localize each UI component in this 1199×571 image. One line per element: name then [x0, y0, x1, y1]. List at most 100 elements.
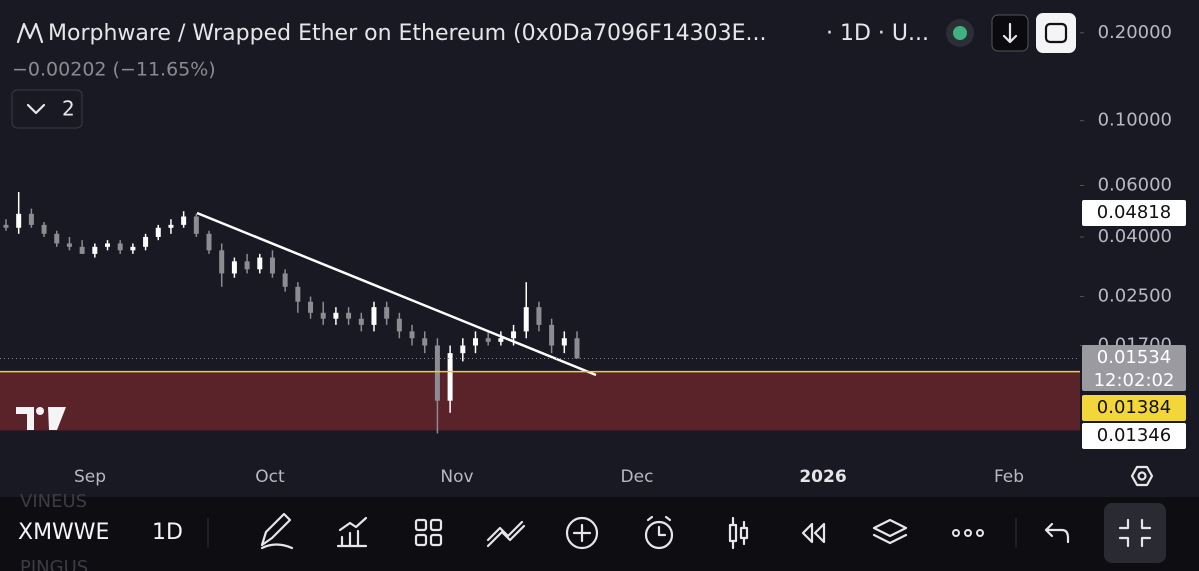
trendline [196, 211, 597, 377]
candle-body [79, 246, 85, 254]
bottom-toolbar [0, 497, 1199, 571]
x-axis-label: Oct [255, 467, 285, 487]
candle-body [523, 307, 529, 332]
price-label-box [1082, 423, 1186, 449]
add-icon[interactable] [565, 516, 599, 550]
candle-body [181, 216, 187, 225]
more-icon[interactable] [952, 529, 984, 537]
collapse-button[interactable] [1104, 503, 1166, 563]
candle-body [41, 224, 47, 234]
y-tick-label: 0.06000 [1098, 175, 1172, 196]
candle-body [371, 307, 377, 325]
candle-body [511, 331, 517, 339]
price-label-box [1082, 345, 1186, 391]
x-axis-label: Nov [440, 467, 473, 487]
logo-icon [16, 22, 44, 44]
candle-body [536, 307, 542, 325]
x-axis-label: 2026 [799, 467, 846, 487]
candle-body [244, 261, 250, 270]
candle-body [333, 312, 339, 319]
candle-body [282, 273, 288, 287]
indicators-toggle[interactable] [11, 89, 83, 129]
candle-body [130, 246, 136, 251]
candle-body [320, 312, 326, 319]
tv-logo [16, 407, 66, 430]
candle-body [66, 243, 72, 247]
candle-body [422, 338, 428, 346]
y-tick-label: 0.02500 [1098, 286, 1172, 307]
candle-body [561, 338, 567, 346]
candle-body [460, 345, 466, 354]
candle-body [143, 236, 149, 247]
layers-icon[interactable] [872, 518, 908, 545]
status-dot [953, 26, 967, 40]
candle-body [231, 261, 237, 274]
candle-body [168, 224, 174, 228]
candle-body [269, 257, 275, 274]
y-tick-label: 0.10000 [1098, 110, 1172, 131]
candle-body [105, 243, 111, 247]
candle-body [155, 227, 161, 237]
ghost-watchlist-item: PINGUS [20, 557, 88, 571]
y-tick-label: 0.20000 [1098, 22, 1172, 43]
candle-body [498, 338, 504, 342]
settings-dot [1137, 471, 1147, 481]
candle-body [434, 345, 440, 401]
candle-body [54, 233, 60, 244]
price-label: 0.01384 [1097, 397, 1171, 418]
x-axis-label: Sep [74, 467, 106, 487]
candle-body [206, 233, 212, 251]
toolbar-interval[interactable]: 1D [152, 520, 183, 545]
fullscreen-button[interactable] [1036, 13, 1076, 53]
toolbar-symbol[interactable]: XMWWE [18, 520, 109, 545]
candle-body [472, 338, 478, 346]
candle-body [16, 213, 22, 228]
y-tick-label: 0.04000 [1098, 226, 1172, 247]
candle-body [447, 353, 453, 401]
price-change: −0.00202 (−11.65%) [12, 59, 216, 81]
candle-body [117, 243, 123, 251]
candle-body [358, 318, 364, 325]
countdown: 12:02:02 [1094, 370, 1175, 391]
replay-icon[interactable] [801, 522, 826, 544]
ghost-watchlist-item: VINEUS [20, 491, 87, 512]
candle-body [219, 250, 225, 274]
candle-body [384, 307, 390, 319]
candle-body [396, 318, 402, 332]
collapse-icon [1118, 518, 1152, 548]
chevron-icon [26, 103, 46, 115]
layout-icon[interactable] [414, 518, 443, 547]
indicators-count: 2 [62, 97, 75, 121]
candle-body [409, 331, 415, 339]
candle-body [295, 286, 301, 302]
candle-body [346, 312, 352, 319]
price-label: 0.01346 [1097, 425, 1171, 446]
chart-area: 0.200000.100000.060000.040000.025000.017… [0, 22, 1172, 487]
draw-icon[interactable] [260, 512, 294, 550]
settings-icon[interactable] [1130, 465, 1154, 487]
price-label-box [1082, 395, 1186, 421]
candle-body [485, 338, 491, 342]
price-label: 0.01534 [1097, 347, 1171, 368]
down-arrow-icon [1002, 22, 1018, 44]
candle-body [257, 257, 263, 270]
candle-body [193, 216, 199, 234]
candle-body [92, 246, 98, 254]
zone [0, 371, 1080, 431]
candle-icon[interactable] [728, 516, 749, 550]
x-axis-label: Feb [994, 467, 1024, 487]
candle-body [308, 301, 314, 313]
fullscreen-icon [1044, 22, 1068, 44]
indicators-icon[interactable] [336, 516, 368, 548]
candle-body [28, 213, 34, 225]
candle-body [549, 324, 555, 346]
interval-info[interactable]: · 1D · U... [826, 21, 929, 46]
undo-icon[interactable] [1044, 522, 1070, 544]
alert-icon[interactable] [644, 515, 674, 550]
candle-body [3, 224, 9, 228]
candle-body [574, 338, 580, 359]
patterns-icon[interactable] [486, 520, 526, 548]
symbol-title[interactable]: Morphware / Wrapped Ether on Ethereum (0… [48, 21, 767, 46]
